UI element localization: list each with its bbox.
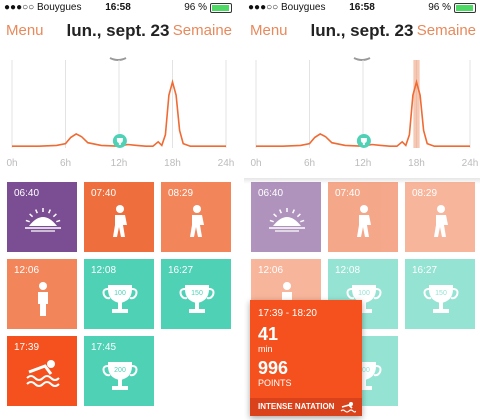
clock: 16:58 [105, 2, 131, 13]
popup-points: 996 [258, 358, 289, 378]
x-tick-label: 12h [111, 158, 128, 169]
x-tick-label: 24h [462, 158, 479, 169]
svg-text:150: 150 [191, 290, 203, 297]
activity-line [12, 78, 226, 148]
x-tick-label: 12h [355, 158, 372, 169]
chart-handle[interactable] [109, 57, 127, 61]
activity-tile-time: 17:39 [14, 342, 40, 353]
battery-percent: 96 % [428, 2, 451, 13]
activity-tile-time: 08:29 [412, 188, 438, 199]
trophy-marker-icon[interactable] [112, 133, 127, 148]
page-title: lun., sept. 23 [66, 21, 170, 40]
activity-tile[interactable]: 08:29 [161, 182, 231, 252]
walking-icon [113, 205, 127, 237]
week-button[interactable]: Semaine [416, 22, 476, 39]
status-bar: ●●●○○ Bouygues 16:58 96 % [244, 0, 480, 16]
header: Menu lun., sept. 23 Semaine [244, 18, 480, 46]
swimming-icon [26, 360, 60, 387]
svg-text:150: 150 [435, 290, 447, 297]
activity-tile-time: 07:40 [91, 188, 117, 199]
header: Menu lun., sept. 23 Semaine [0, 18, 236, 46]
week-button[interactable]: Semaine [172, 22, 232, 39]
carrier-label: ●●●○○ Bouygues [248, 2, 326, 13]
walking-icon [357, 205, 371, 237]
popup-duration-unit: min [258, 344, 273, 354]
activity-tile-time: 08:29 [168, 188, 194, 199]
activity-tile[interactable]: 16:27 150 [405, 259, 475, 329]
walking-icon [434, 205, 448, 237]
chart-shadow [244, 178, 480, 184]
activity-tile-time: 06:40 [14, 188, 40, 199]
clock: 16:58 [349, 2, 375, 13]
activity-tile[interactable]: 17:45 200 [84, 336, 154, 406]
activity-chart[interactable]: 0h 6h 12h 18h 24h [244, 52, 480, 176]
battery-percent: 96 % [184, 2, 207, 13]
activity-tile[interactable]: 07:40 [328, 182, 398, 252]
svg-text:100: 100 [358, 290, 370, 297]
activity-tile-time: 06:40 [258, 188, 284, 199]
activity-chart[interactable]: 0h 6h 12h 18h 24h [0, 52, 236, 176]
activity-tile-time: 12:06 [258, 265, 284, 276]
x-tick-label: 18h [408, 158, 425, 169]
activity-tile[interactable]: 12:08 100 [84, 259, 154, 329]
x-tick-label: 0h [250, 158, 261, 169]
page-title: lun., sept. 23 [310, 21, 414, 40]
divider [236, 0, 244, 420]
carrier-label: ●●●○○ Bouygues [4, 2, 82, 13]
trophy-marker-icon[interactable] [356, 133, 371, 148]
activity-detail-popup[interactable]: 17:39 - 18:20 41 min 996 POINTS INTENSE … [250, 300, 362, 416]
svg-text:100: 100 [114, 290, 126, 297]
standing-icon [38, 282, 48, 316]
x-tick-label: 0h [6, 158, 17, 169]
activity-tile-time: 12:08 [335, 265, 361, 276]
menu-button[interactable]: Menu [6, 22, 44, 39]
activity-tile-time: 16:27 [168, 265, 194, 276]
battery-icon [210, 2, 232, 13]
trophy-icon: 200 [102, 362, 138, 390]
trophy-icon: 100 [346, 285, 382, 313]
selected-activity-highlight [413, 60, 420, 148]
activity-tile[interactable]: 12:06 [7, 259, 77, 329]
popup-time-range: 17:39 - 18:20 [258, 308, 317, 319]
chart-handle[interactable] [353, 57, 371, 61]
menu-button[interactable]: Menu [250, 22, 288, 39]
popup-duration: 41 [258, 324, 279, 344]
activity-tile[interactable]: 06:40 [7, 182, 77, 252]
activity-tile-time: 12:08 [91, 265, 117, 276]
trophy-icon: 150 [423, 285, 459, 313]
battery-icon [454, 2, 476, 13]
activity-tile[interactable]: 08:29 [405, 182, 475, 252]
status-bar: ●●●○○ Bouygues 16:58 96 % [0, 0, 236, 16]
x-tick-label: 18h [164, 158, 181, 169]
screen-left: ●●●○○ Bouygues 16:58 96 % Menu lun., sep… [0, 0, 236, 420]
activity-tile[interactable]: 07:40 [84, 182, 154, 252]
activity-tile[interactable]: 17:39 [7, 336, 77, 406]
trophy-icon: 150 [179, 285, 215, 313]
activity-tile-time: 17:45 [91, 342, 117, 353]
sunrise-icon [25, 208, 61, 232]
activity-tile-time: 07:40 [335, 188, 361, 199]
svg-text:200: 200 [114, 367, 126, 374]
walking-icon [190, 205, 204, 237]
x-tick-label: 6h [60, 158, 71, 169]
x-tick-label: 6h [304, 158, 315, 169]
popup-footer: INTENSE NATATION [250, 398, 362, 416]
screen-right: ●●●○○ Bouygues 16:58 96 % Menu lun., sep… [244, 0, 480, 420]
activity-tile[interactable]: 16:27 150 [161, 259, 231, 329]
trophy-icon: 100 [102, 285, 138, 313]
svg-text:200: 200 [358, 367, 370, 374]
activity-tile-time: 12:06 [14, 265, 40, 276]
activity-line [256, 78, 470, 148]
swimming-icon [340, 402, 356, 413]
activity-tile-time: 16:27 [412, 265, 438, 276]
popup-activity-name: INTENSE NATATION [258, 402, 335, 411]
popup-points-unit: POINTS [258, 378, 292, 388]
sunrise-icon [269, 208, 305, 232]
activity-tile[interactable]: 06:40 [251, 182, 321, 252]
x-tick-label: 24h [218, 158, 235, 169]
